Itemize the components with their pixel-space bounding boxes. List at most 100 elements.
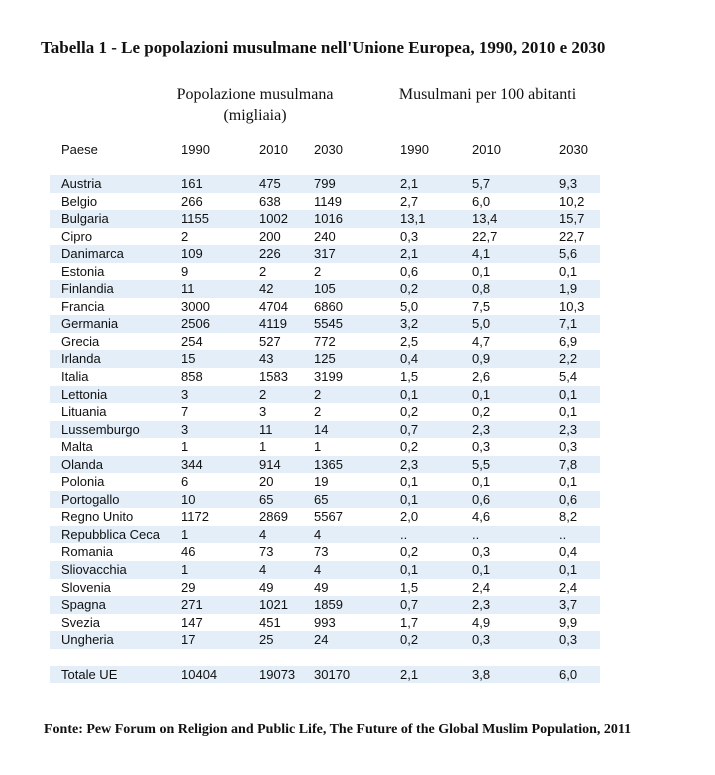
cell-share-2030: 15,7 — [559, 211, 585, 227]
table-row: Lituania 7 3 2 0,2 0,2 0,1 — [50, 403, 600, 421]
cell-country: Irlanda — [61, 351, 101, 367]
cell-pop-2010: 25 — [259, 632, 274, 648]
column-header-pop-1990: 1990 — [181, 142, 210, 157]
cell-pop-1990: 1 — [181, 562, 189, 578]
group-header-population: Popolazione musulmana (migliaia) — [150, 84, 360, 126]
column-header-share-2030: 2030 — [559, 142, 588, 157]
cell-share-2030: 9,3 — [559, 176, 578, 191]
table-title: Tabella 1 - Le popolazioni musulmane nel… — [41, 38, 606, 57]
table-row: Cipro 2 200 240 0,3 22,7 22,7 — [50, 228, 600, 246]
table-row: Danimarca 109 226 317 2,1 4,1 5,6 — [50, 245, 600, 263]
cell-share-1990: 1,5 — [400, 369, 419, 385]
cell-share-1990: 0,2 — [400, 632, 419, 648]
table-row: Olanda 344 914 1365 2,3 5,5 7,8 — [50, 455, 600, 474]
cell-share-2010: 5,5 — [472, 456, 491, 472]
cell-pop-2030: 30170 — [314, 666, 351, 682]
cell-share-1990: 0,7 — [400, 597, 419, 613]
cell-pop-1990: 147 — [181, 614, 203, 630]
cell-share-1990: 3,2 — [400, 316, 419, 332]
cell-share-2030: 9,9 — [559, 614, 578, 630]
cell-share-2010: 2,6 — [472, 369, 491, 385]
cell-pop-1990: 11 — [181, 281, 195, 297]
cell-country: Austria — [61, 176, 102, 191]
cell-country: Germania — [61, 316, 119, 332]
cell-pop-1990: 344 — [181, 456, 203, 472]
cell-pop-2010: 42 — [259, 281, 274, 297]
cell-share-2030: 0,3 — [559, 632, 578, 648]
cell-share-2030: 0,3 — [559, 439, 578, 455]
cell-share-2010: 3,8 — [472, 666, 491, 682]
cell-pop-2030: 105 — [314, 281, 336, 297]
cell-pop-2010: 1583 — [259, 369, 288, 385]
cell-share-2010: 22,7 — [472, 228, 498, 244]
cell-country: Italia — [61, 369, 89, 385]
cell-share-2010: 13,4 — [472, 211, 498, 227]
cell-pop-2010: 914 — [259, 456, 281, 472]
cell-share-2030: 0,1 — [559, 263, 578, 279]
cell-country: Grecia — [61, 333, 100, 349]
cell-share-2010: 2,3 — [472, 597, 491, 613]
cell-share-2030: 0,4 — [559, 544, 578, 560]
column-header-country: Paese — [61, 142, 98, 157]
cell-pop-1990: 1 — [181, 439, 189, 455]
cell-pop-2010: 4 — [259, 526, 267, 542]
cell-pop-2010: 1002 — [259, 211, 288, 227]
cell-share-2030: 6,9 — [559, 333, 578, 349]
cell-share-2030: 1,9 — [559, 281, 578, 297]
cell-share-1990: 2,1 — [400, 176, 419, 191]
table-row: Austria 161 475 799 2,1 5,7 9,3 — [50, 175, 600, 193]
cell-pop-2030: 317 — [314, 246, 336, 262]
cell-pop-2030: 1016 — [314, 211, 343, 227]
cell-country: Totale UE — [61, 666, 118, 682]
cell-share-1990: 0,3 — [400, 228, 419, 244]
cell-share-2010: 0,8 — [472, 281, 491, 297]
cell-share-2030: 6,0 — [559, 666, 578, 682]
table-row: Lussemburgo 3 11 14 0,7 2,3 2,3 — [50, 420, 600, 439]
cell-share-2030: 0,1 — [559, 562, 578, 578]
cell-share-1990: 2,1 — [400, 246, 419, 262]
total-row: Totale UE 10404 19073 30170 2,1 3,8 6,0 — [50, 665, 600, 684]
cell-country: Francia — [61, 298, 105, 314]
cell-share-1990: 0,6 — [400, 263, 419, 279]
cell-pop-2010: 2 — [259, 386, 267, 402]
data-table: Austria 161 475 799 2,1 5,7 9,3 Belgio 266 638 114… — [50, 175, 600, 684]
cell-share-1990: 13,1 — [400, 211, 426, 227]
cell-pop-2030: 2 — [314, 386, 322, 402]
cell-country: Cipro — [61, 228, 93, 244]
cell-share-2010: 0,9 — [472, 351, 491, 367]
cell-share-2030: .. — [559, 526, 567, 542]
table-row: Francia 3000 4704 6860 5,0 7,5 10,3 — [50, 298, 600, 316]
cell-share-1990: 0,2 — [400, 544, 419, 560]
cell-share-2030: 10,2 — [559, 193, 585, 209]
cell-pop-1990: 254 — [181, 333, 203, 349]
cell-share-2010: 0,2 — [472, 404, 491, 420]
cell-pop-2030: 6860 — [314, 298, 343, 314]
cell-share-2030: 2,4 — [559, 579, 578, 595]
cell-share-2010: 5,0 — [472, 316, 491, 332]
cell-country: Romania — [61, 544, 114, 560]
table-spacer — [50, 649, 600, 666]
cell-pop-1990: 17 — [181, 632, 196, 648]
cell-share-1990: 1,5 — [400, 579, 419, 595]
cell-country: Estonia — [61, 263, 105, 279]
cell-share-2010: .. — [472, 526, 480, 542]
cell-country: Repubblica Ceca — [61, 526, 161, 542]
cell-pop-1990: 1155 — [181, 211, 209, 227]
cell-pop-2010: 638 — [259, 193, 281, 209]
cell-pop-2030: 65 — [314, 491, 329, 507]
cell-share-1990: 0,1 — [400, 386, 419, 402]
cell-pop-1990: 3 — [181, 421, 189, 437]
cell-pop-2030: 799 — [314, 176, 336, 191]
cell-pop-2030: 125 — [314, 351, 336, 367]
cell-share-2030: 2,2 — [559, 351, 578, 367]
cell-share-2010: 4,6 — [472, 509, 491, 525]
cell-pop-2010: 1021 — [259, 597, 288, 613]
table-row: Italia 858 1583 3199 1,5 2,6 5,4 — [50, 368, 600, 386]
cell-share-2010: 4,7 — [472, 333, 491, 349]
column-header-share-2010: 2010 — [472, 142, 501, 157]
cell-share-2010: 0,3 — [472, 632, 491, 648]
cell-pop-2030: 19 — [314, 474, 329, 490]
cell-pop-2030: 1149 — [314, 193, 342, 209]
cell-pop-1990: 2 — [181, 228, 189, 244]
table-row: Estonia 9 2 2 0,6 0,1 0,1 — [50, 263, 600, 281]
